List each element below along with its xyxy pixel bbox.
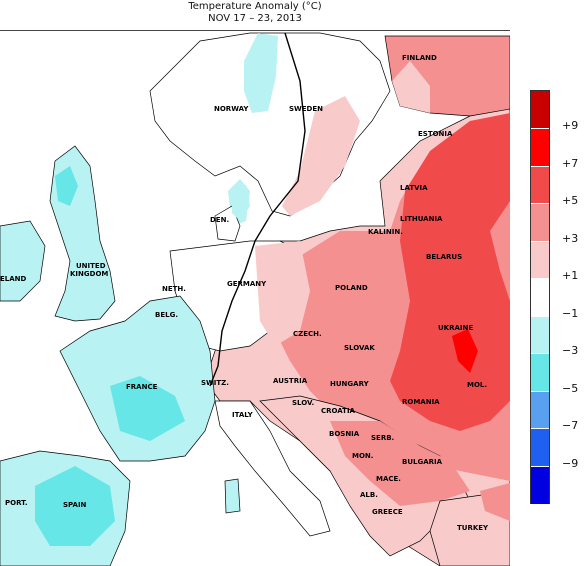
legend-tick-label: +5 bbox=[562, 194, 579, 208]
anomaly-map: FINLAND NORWAY SWEDEN ESTONIA LATVIA LIT… bbox=[0, 30, 510, 566]
turkey-warm bbox=[480, 483, 510, 521]
spain-cold-core bbox=[35, 466, 115, 546]
legend-tick-label: −3 bbox=[562, 344, 579, 358]
label-germany: GERMANY bbox=[227, 280, 267, 288]
label-united: UNITED bbox=[76, 262, 106, 270]
label-moldova: MOL. bbox=[467, 381, 487, 389]
legend-swatch bbox=[531, 390, 549, 430]
label-romania: ROMANIA bbox=[402, 398, 440, 406]
label-norway: NORWAY bbox=[214, 105, 249, 113]
color-legend bbox=[530, 90, 550, 504]
label-ireland: ELAND bbox=[0, 275, 27, 283]
label-spain: SPAIN bbox=[63, 501, 87, 509]
swedish-lake-cold bbox=[232, 185, 250, 221]
label-bosnia: BOSNIA bbox=[329, 430, 360, 438]
label-montenegro: MON. bbox=[352, 452, 373, 460]
label-switzerland: SWITZ. bbox=[201, 379, 229, 387]
sardinia bbox=[224, 478, 241, 514]
label-croatia: CROATIA bbox=[321, 407, 356, 415]
legend-swatch bbox=[531, 465, 549, 504]
legend-swatch bbox=[531, 165, 549, 205]
label-poland: POLAND bbox=[335, 284, 368, 292]
label-slovakia: SLOVAK bbox=[344, 344, 375, 352]
legend-tick-label: −7 bbox=[562, 419, 579, 433]
italy-land bbox=[214, 400, 331, 537]
scotland-cold bbox=[55, 166, 78, 206]
ukraine-max bbox=[452, 329, 478, 373]
label-austria: AUSTRIA bbox=[273, 377, 308, 385]
label-albania: ALB. bbox=[360, 491, 378, 499]
legend-swatch bbox=[531, 315, 549, 355]
label-latvia: LATVIA bbox=[400, 184, 428, 192]
norway-cold-patch bbox=[244, 33, 278, 113]
legend-tick-label: −1 bbox=[562, 306, 579, 320]
ukraine-baltic-hot bbox=[390, 113, 510, 431]
label-netherlands: NETH. bbox=[162, 285, 186, 293]
legend-tick-label: −9 bbox=[562, 456, 579, 470]
map-title: Temperature Anomaly (°C) bbox=[188, 1, 322, 12]
map-date-range: NOV 17 – 23, 2013 bbox=[208, 13, 302, 24]
zero-contour bbox=[209, 32, 306, 387]
label-france: FRANCE bbox=[126, 383, 158, 391]
france-cold-core bbox=[110, 376, 185, 441]
label-greece: GREECE bbox=[372, 508, 403, 516]
legend-tick-label: +9 bbox=[562, 119, 579, 133]
label-ukraine: UKRAINE bbox=[438, 324, 473, 332]
poland-czech-light bbox=[255, 241, 310, 346]
label-czech: CZECH. bbox=[293, 330, 322, 338]
label-serbia: SERB. bbox=[371, 434, 394, 442]
label-turkey: TURKEY bbox=[457, 524, 489, 532]
label-bulgaria: BULGARIA bbox=[402, 458, 443, 466]
label-denmark: DEN. bbox=[210, 216, 229, 224]
sweden-warm bbox=[282, 96, 360, 216]
label-macedonia: MACE. bbox=[376, 475, 401, 483]
legend-tick-label: +7 bbox=[562, 156, 579, 170]
label-slovenia: SLOV. bbox=[292, 399, 314, 407]
legend-swatch bbox=[531, 353, 549, 392]
legend-tick-label: +3 bbox=[562, 231, 579, 245]
ireland-land bbox=[0, 220, 46, 302]
label-estonia: ESTONIA bbox=[418, 130, 453, 138]
label-finland: FINLAND bbox=[402, 54, 437, 62]
balkans-warm bbox=[330, 421, 470, 506]
legend-swatch bbox=[531, 91, 549, 129]
legend-tick-label: −5 bbox=[562, 381, 579, 395]
label-sweden: SWEDEN bbox=[289, 105, 323, 113]
legend-swatch bbox=[531, 428, 549, 467]
label-lithuania: LITHUANIA bbox=[400, 215, 443, 223]
label-belgium: BELG. bbox=[155, 311, 178, 319]
legend-swatch bbox=[531, 278, 549, 317]
finland-light bbox=[392, 61, 430, 113]
label-hungary: HUNGARY bbox=[330, 380, 370, 388]
label-belarus: BELARUS bbox=[426, 253, 462, 261]
label-kalinin: KALININ. bbox=[368, 228, 403, 236]
legend-swatch bbox=[531, 203, 549, 242]
legend-swatch bbox=[531, 128, 549, 167]
legend-tick-label: +1 bbox=[562, 269, 579, 283]
label-portugal: PORT. bbox=[5, 499, 28, 507]
label-kingdom: KINGDOM bbox=[70, 270, 108, 278]
label-italy: ITALY bbox=[232, 411, 254, 419]
legend-swatch bbox=[531, 240, 549, 280]
